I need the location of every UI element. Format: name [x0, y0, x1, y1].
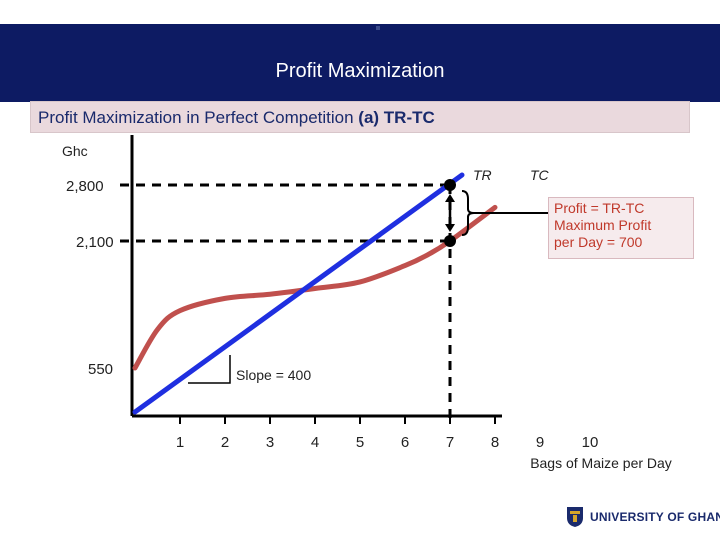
- x-axis-label: Bags of Maize per Day: [530, 455, 672, 471]
- axes: [130, 135, 502, 424]
- profit-arrow-head-down: [445, 224, 455, 232]
- slope-triangle: [188, 355, 231, 384]
- page-title: Profit Maximization: [275, 60, 445, 82]
- subtitle: Profit Maximization in Perfect Competiti…: [38, 108, 435, 128]
- profit-annotation-box: Profit = TR-TC Maximum Profit per Day = …: [548, 197, 694, 259]
- profit-line-2: Maximum Profit: [554, 217, 652, 233]
- annotation-layer: [188, 190, 552, 384]
- point-marker: [444, 179, 456, 191]
- slope-label: Slope = 400: [236, 367, 311, 383]
- logo-text: UNIVERSITY OF GHANA: [590, 510, 720, 524]
- x-tick-label: 1: [176, 434, 184, 451]
- profit-arrow-head-up: [445, 194, 455, 202]
- x-tick-label: 7: [446, 434, 454, 451]
- crest-icon: [567, 507, 583, 527]
- x-tick-label: 2: [221, 434, 229, 451]
- x-tick-label: 6: [401, 434, 409, 451]
- x-tick-label: 10: [582, 434, 599, 451]
- x-tick-label: 9: [536, 434, 544, 451]
- subtitle-bar: Profit Maximization in Perfect Competiti…: [30, 101, 690, 133]
- profit-line-3: per Day = 700: [554, 234, 643, 250]
- tr-line: [132, 172, 465, 415]
- profit-line-1: Profit = TR-TC: [554, 200, 645, 216]
- point-marker: [444, 235, 456, 247]
- y-tick-label: 550: [88, 361, 113, 378]
- x-tick-label: 3: [266, 434, 274, 451]
- y-tick-label: 2,100: [76, 234, 114, 251]
- subtitle-bold: (a) TR-TC: [358, 108, 435, 127]
- series-layer: [132, 172, 498, 415]
- tc-series-label: TC: [530, 167, 550, 183]
- x-tick-label: 5: [356, 434, 364, 451]
- y-axis-label: Ghc: [62, 143, 88, 159]
- x-tick-label: 4: [311, 434, 319, 451]
- header-bar: Profit Maximization: [0, 24, 720, 102]
- x-tick-label: 8: [491, 434, 499, 451]
- y-tick-label: 2,800: [66, 178, 104, 195]
- tr-series-label: TR: [473, 167, 492, 183]
- header-decoration: [376, 26, 380, 30]
- tc-curve: [132, 204, 498, 371]
- subtitle-prefix: Profit Maximization in Perfect Competiti…: [38, 108, 359, 127]
- label-layer: Slope = 400 Ghc Bags of Maize per Day 550 2,…: [62, 143, 672, 471]
